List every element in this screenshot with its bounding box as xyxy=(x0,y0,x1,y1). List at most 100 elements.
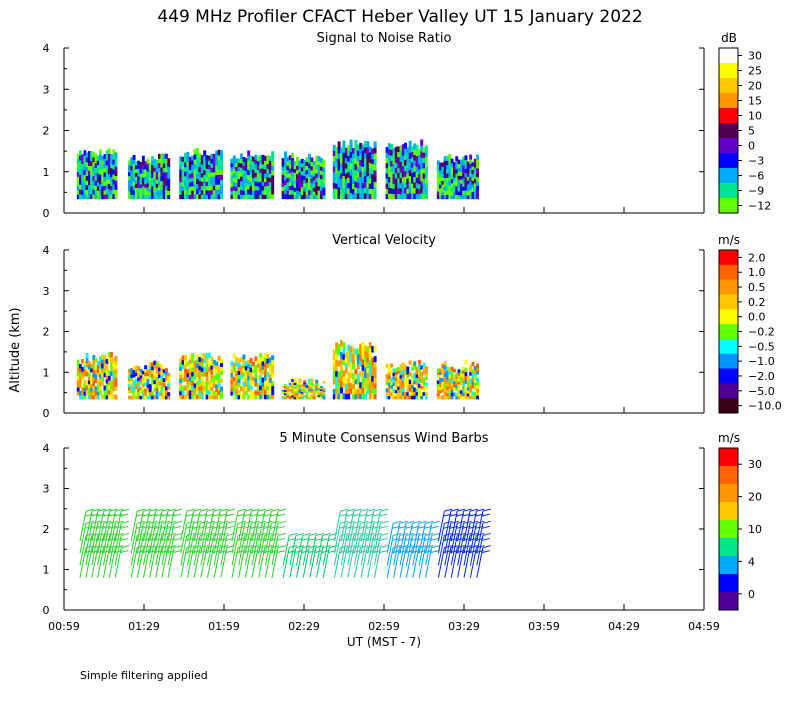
heatmap-cell xyxy=(387,148,391,155)
heatmap-cell xyxy=(244,178,248,183)
heatmap-cell xyxy=(167,170,171,175)
heatmap-cell xyxy=(158,381,161,386)
heatmap-cell xyxy=(132,172,136,178)
heatmap-cell xyxy=(162,185,166,191)
heatmap-cell xyxy=(439,377,442,382)
heatmap-cell xyxy=(203,160,207,166)
heatmap-cell xyxy=(354,140,358,147)
heatmap-cell xyxy=(401,391,405,396)
heatmap-cell xyxy=(298,164,302,169)
heatmap-cell xyxy=(340,381,343,388)
heatmap-cell xyxy=(264,194,267,200)
heatmap-cell xyxy=(114,152,118,158)
heatmap-cell xyxy=(146,190,150,196)
heatmap-cell xyxy=(242,165,246,171)
heatmap-cell xyxy=(443,190,447,195)
heatmap-cell xyxy=(186,156,190,162)
heatmap-cell xyxy=(401,166,405,172)
heatmap-cell xyxy=(196,363,199,369)
heatmap-cell xyxy=(99,390,102,396)
heatmap-cell xyxy=(205,366,209,372)
heatmap-cell xyxy=(264,384,267,391)
heatmap-cell xyxy=(165,371,168,375)
heatmap-cell xyxy=(332,349,336,355)
heatmap-cell xyxy=(455,168,459,174)
heatmap-cell xyxy=(193,368,197,373)
wind-barb-flag xyxy=(226,520,235,524)
heatmap-cell xyxy=(464,159,468,165)
heatmap-cell xyxy=(244,365,248,371)
heatmap-cell xyxy=(373,393,377,400)
heatmap-cell xyxy=(249,164,253,170)
heatmap-cell xyxy=(459,390,463,394)
heatmap-cell xyxy=(160,371,164,376)
heatmap-cell xyxy=(134,165,138,170)
heatmap-cell xyxy=(394,386,398,391)
heatmap-cell xyxy=(337,192,341,200)
heatmap-cell xyxy=(81,386,84,392)
heatmap-cell xyxy=(422,177,426,184)
heatmap-cell xyxy=(76,371,80,376)
heatmap-cell xyxy=(411,391,414,396)
heatmap-cell xyxy=(179,374,183,380)
heatmap-cell xyxy=(411,146,414,153)
heatmap-cell xyxy=(344,173,348,179)
heatmap-cell xyxy=(404,170,407,177)
heatmap-cell xyxy=(96,395,100,400)
heatmap-cell xyxy=(397,172,401,179)
heatmap-cell xyxy=(394,167,398,174)
colorbar-swatch xyxy=(719,183,738,199)
heatmap-cell xyxy=(300,186,304,192)
heatmap-cell xyxy=(450,373,454,377)
heatmap-cell xyxy=(354,393,358,400)
heatmap-cell xyxy=(137,366,141,371)
wind-barb-flag xyxy=(380,520,389,524)
heatmap-cell xyxy=(232,371,236,377)
heatmap-cell xyxy=(305,394,309,397)
heatmap-cell xyxy=(308,394,311,398)
heatmap-cell xyxy=(215,387,219,392)
heatmap-cell xyxy=(303,380,307,383)
heatmap-cell xyxy=(210,158,214,164)
heatmap-cell xyxy=(266,358,270,364)
heatmap-cell xyxy=(160,194,164,200)
heatmap-cell xyxy=(261,365,265,370)
wind-barb-flag xyxy=(481,537,490,541)
heatmap-cell xyxy=(151,190,154,195)
heatmap-cell xyxy=(160,385,164,389)
heatmap-cell xyxy=(422,380,426,385)
heatmap-cell xyxy=(132,189,136,195)
heatmap-cell xyxy=(337,376,341,383)
heatmap-cell xyxy=(110,384,113,390)
heatmap-cell xyxy=(110,154,113,160)
heatmap-cell xyxy=(284,179,287,185)
heatmap-cell xyxy=(418,387,421,392)
heatmap-cell xyxy=(141,160,145,165)
heatmap-cell xyxy=(310,394,314,398)
heatmap-cell xyxy=(288,386,292,389)
heatmap-cell xyxy=(268,177,272,183)
wind-barb-flag xyxy=(277,532,287,536)
wind-barb-flag xyxy=(121,532,130,536)
heatmap-cell xyxy=(469,395,473,400)
heatmap-cell xyxy=(151,156,154,161)
colorbar-swatch xyxy=(719,153,738,169)
heatmap-cell xyxy=(139,371,143,376)
heatmap-cell xyxy=(249,194,253,200)
colorbar-label: −3 xyxy=(748,155,764,168)
heatmap-cell xyxy=(335,177,339,184)
heatmap-cell xyxy=(181,181,185,187)
heatmap-cell xyxy=(266,176,270,182)
heatmap-cell xyxy=(179,382,183,388)
heatmap-cell xyxy=(298,392,302,396)
heatmap-cell xyxy=(155,383,159,389)
heatmap-cell xyxy=(373,187,377,194)
heatmap-cell xyxy=(424,193,428,200)
heatmap-cell xyxy=(413,171,417,178)
heatmap-cell xyxy=(296,392,299,395)
heatmap-cell xyxy=(305,165,309,171)
heatmap-cell xyxy=(235,170,239,175)
heatmap-cell xyxy=(217,364,221,370)
heatmap-cell xyxy=(81,172,84,178)
heatmap-cell xyxy=(310,390,314,394)
